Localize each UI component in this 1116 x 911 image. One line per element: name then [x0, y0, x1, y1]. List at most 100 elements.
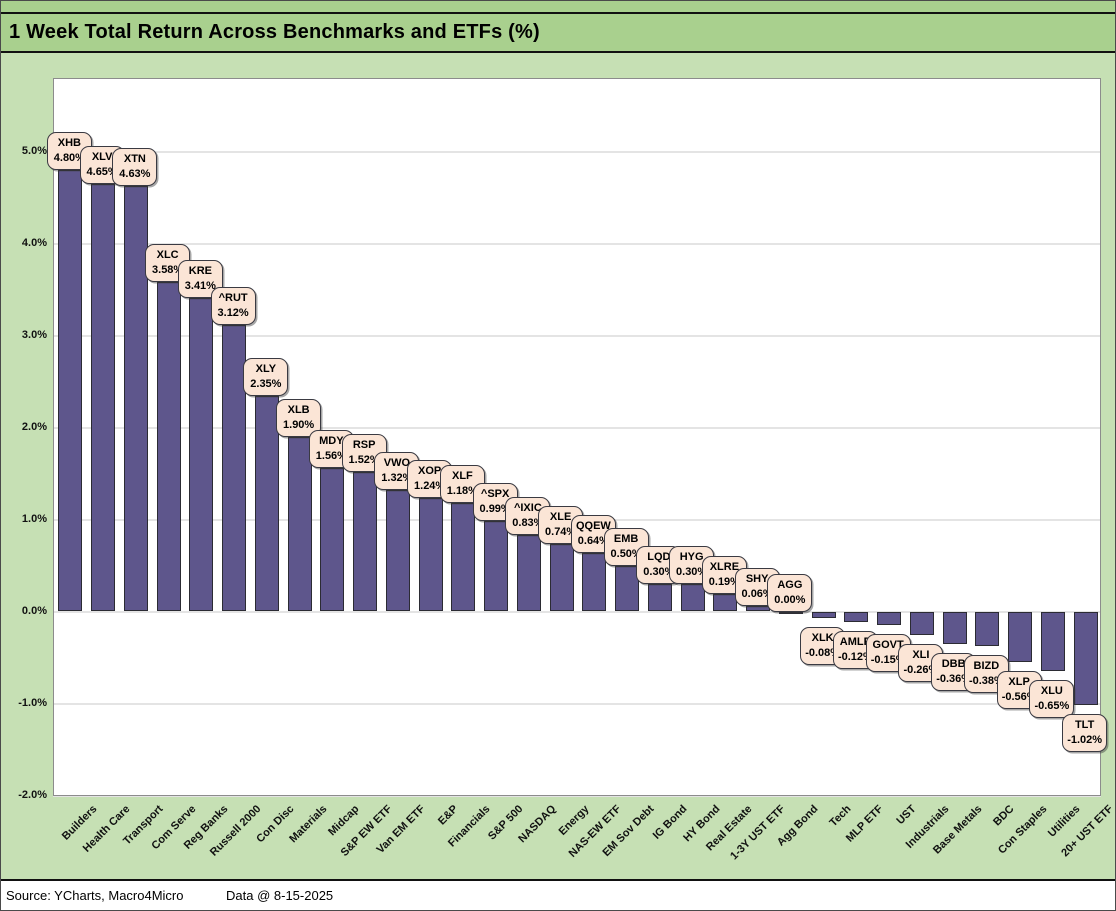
callout-value: 1.18%	[446, 485, 478, 498]
callout-value: -0.56%	[1001, 691, 1037, 704]
callout-value: 0.74%	[545, 525, 577, 538]
callout-value: 1.90%	[283, 419, 315, 431]
callout-value: -0.08%	[805, 647, 841, 660]
data-label-callout-SHY: SHY 0.06%	[734, 568, 780, 607]
bar-XLC	[156, 282, 181, 611]
callout-value: 0.83%	[512, 517, 544, 530]
callout-ticker: XLV	[91, 150, 113, 163]
callout-value: 3.41%	[184, 280, 216, 292]
title-bar: 1 Week Total Return Across Benchmarks an…	[1, 12, 1115, 53]
bar-VWO	[385, 490, 410, 611]
callout-value: 0.50%	[610, 547, 642, 560]
data-label-callout-XLU: XLU -0.65%	[1029, 679, 1075, 718]
callout-value: 0.99%	[479, 502, 511, 515]
bar-XLI	[909, 611, 934, 635]
y-axis-tick-label: 2.0%	[21, 420, 47, 433]
callout-ticker: XLE	[549, 510, 572, 523]
bar-SHY	[746, 606, 771, 611]
bar-XLU	[1040, 611, 1065, 671]
callout-value: 1.32%	[381, 472, 413, 485]
callout-ticker: TLT	[1074, 718, 1095, 731]
gridline	[53, 150, 1101, 153]
callout-ticker: XLY	[255, 362, 277, 375]
callout-ticker: SHY	[745, 573, 769, 586]
callout-value: 0.19%	[708, 576, 740, 589]
y-axis-tick-label: -2.0%	[18, 789, 47, 801]
callout-value: 3.12%	[217, 306, 249, 319]
callout-ticker: LQD	[647, 551, 671, 564]
callout-ticker: AGG	[777, 578, 803, 591]
data-label-callout-XLY: XLY 2.35%	[243, 357, 289, 396]
bar-XLRE	[713, 594, 738, 611]
bar-XTN	[123, 185, 148, 611]
bar-QQEW	[582, 552, 607, 611]
callout-ticker: QQEW	[575, 519, 611, 532]
y-axis-tick-label: 0.0%	[21, 604, 47, 617]
callout-ticker: GOVT	[872, 638, 904, 651]
y-axis-tick-label: -1.0%	[18, 696, 47, 709]
callout-ticker: XLF	[451, 470, 473, 483]
bar-EMB	[615, 565, 640, 611]
callout-value: 1.24%	[414, 479, 446, 492]
gridline	[53, 610, 1101, 613]
callout-ticker: XLC	[156, 249, 179, 262]
y-axis-tick-label: 4.0%	[21, 236, 47, 249]
callout-ticker: HYG	[679, 551, 704, 564]
bar-XOP	[418, 497, 443, 611]
callout-ticker: DBB	[941, 658, 966, 671]
callout-ticker: KRE	[188, 265, 212, 277]
bar-BIZD	[975, 611, 1000, 646]
callout-ticker: XLK	[811, 632, 834, 645]
callout-ticker: XLP	[1008, 676, 1030, 689]
callout-ticker: ^RUT	[218, 291, 248, 304]
bar-XLF	[451, 503, 476, 611]
data-label-callout-AGG: AGG 0.00%	[767, 573, 813, 612]
data-label-callout-TLT: TLT -1.02%	[1062, 713, 1108, 752]
bar-TLT	[1073, 611, 1098, 705]
bar-KRE	[189, 298, 214, 611]
callout-value: 0.64%	[577, 534, 609, 547]
chart-title: 1 Week Total Return Across Benchmarks an…	[9, 21, 540, 43]
callout-value: 0.30%	[676, 566, 708, 579]
callout-ticker: BIZD	[973, 659, 1000, 672]
callout-ticker: XLI	[912, 648, 930, 661]
bar-IXIC	[516, 535, 541, 611]
data-label-callout-VWO: VWO 1.32%	[374, 452, 420, 491]
callout-value: 0.06%	[741, 588, 773, 601]
callout-ticker: XOP	[418, 464, 442, 477]
callout-ticker: RSP	[352, 438, 376, 451]
top-strip	[1, 1, 1115, 12]
gridline	[53, 795, 1101, 797]
callout-value: 1.52%	[348, 453, 380, 466]
callout-ticker: ^IXIC	[513, 502, 542, 515]
bar-XLB	[287, 437, 312, 611]
callout-ticker: XLRE	[709, 561, 740, 574]
bar-AGG	[778, 611, 803, 614]
callout-value: -0.38%	[968, 674, 1004, 687]
gridline	[53, 426, 1101, 429]
callout-value: -1.02%	[1067, 733, 1103, 746]
bar-DBB	[942, 611, 967, 645]
chart-region: 5.0% 4.0% 3.0% 2.0% 1.0% 0.0% -1.0% -2.0% XHB 4.8…	[1, 53, 1115, 879]
callout-ticker: XLU	[1040, 684, 1063, 697]
callout-ticker: ^SPX	[480, 487, 510, 500]
gridline	[53, 334, 1101, 337]
callout-value: 1.56%	[315, 450, 347, 463]
callout-value: 4.63%	[119, 167, 151, 180]
footer: Source: YCharts, Macro4Micro Data @ 8-15…	[1, 879, 1115, 910]
y-axis-tick-label: 3.0%	[21, 328, 47, 341]
bar-HYG	[680, 584, 705, 611]
data-label-callout-XTN: XTN 4.63%	[112, 147, 158, 186]
bar-XHB	[58, 170, 83, 611]
callout-ticker: XHB	[57, 137, 81, 150]
source-text: Source: YCharts, Macro4Micro	[6, 888, 184, 903]
bar-SPX	[484, 520, 509, 611]
callout-ticker: XTN	[123, 152, 146, 165]
bar-AMLP	[844, 611, 869, 622]
gridline	[53, 242, 1101, 245]
data-label-callout-RUT: ^RUT 3.12%	[210, 286, 256, 325]
bar-XLK	[811, 611, 836, 619]
callout-value: -0.15%	[870, 653, 906, 666]
callout-ticker: XLB	[287, 404, 310, 416]
